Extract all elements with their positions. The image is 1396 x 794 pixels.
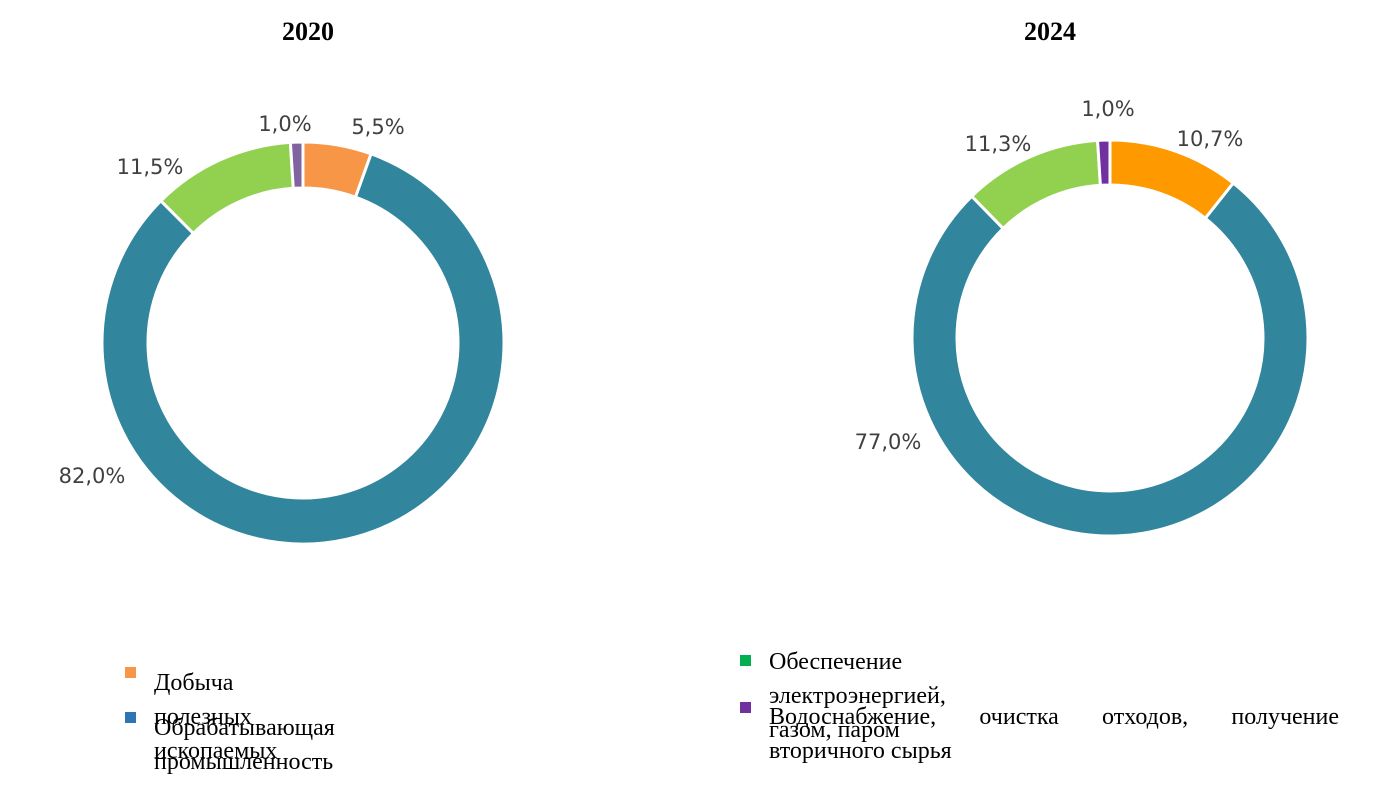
legend-swatch bbox=[740, 655, 751, 666]
chart-title: 2024 bbox=[1024, 17, 1076, 46]
data-label: 82,0% bbox=[59, 464, 126, 488]
legend-swatch bbox=[125, 712, 136, 723]
data-label: 10,7% bbox=[1177, 127, 1244, 151]
data-label: 11,3% bbox=[965, 132, 1032, 156]
donut-chart-2020: 2020 5,5% 82,0% 11,5% 1,0% bbox=[59, 17, 506, 546]
legend-swatch bbox=[125, 667, 136, 678]
data-label: 5,5% bbox=[351, 115, 404, 139]
chart-title: 2020 bbox=[282, 17, 334, 46]
legend-label: Водоснабжение, очистка отходов, получени… bbox=[769, 704, 1339, 764]
legend-label: Добыча полезных ископаемых bbox=[154, 670, 278, 764]
legend-item-manufacturing: Обрабатывающая промышленность bbox=[125, 712, 335, 779]
data-label: 77,0% bbox=[855, 430, 922, 454]
slice-water bbox=[288, 140, 305, 190]
legend-label: Обеспечение электроэнергией, газом, паро… bbox=[769, 649, 946, 743]
slice-water bbox=[1095, 138, 1112, 187]
legend-item-water: Водоснабжение, очистка отходов, получени… bbox=[740, 702, 1340, 768]
data-label: 11,5% bbox=[117, 155, 184, 179]
donut-chart-2024: 2024 10,7% 77,0% 11,3% 1,0% bbox=[855, 17, 1310, 538]
data-label: 1,0% bbox=[1081, 97, 1134, 121]
legend-swatch bbox=[740, 702, 751, 713]
slice-manufacturing bbox=[910, 180, 1310, 538]
slice-manufacturing bbox=[100, 151, 506, 546]
data-label: 1,0% bbox=[258, 112, 311, 136]
legend-item-mining: Добыча полезных ископаемых bbox=[125, 667, 277, 768]
legend-item-energy: Обеспечение электроэнергией, газом, паро… bbox=[740, 649, 946, 747]
legend-label: Обрабатывающая промышленность bbox=[154, 715, 335, 775]
